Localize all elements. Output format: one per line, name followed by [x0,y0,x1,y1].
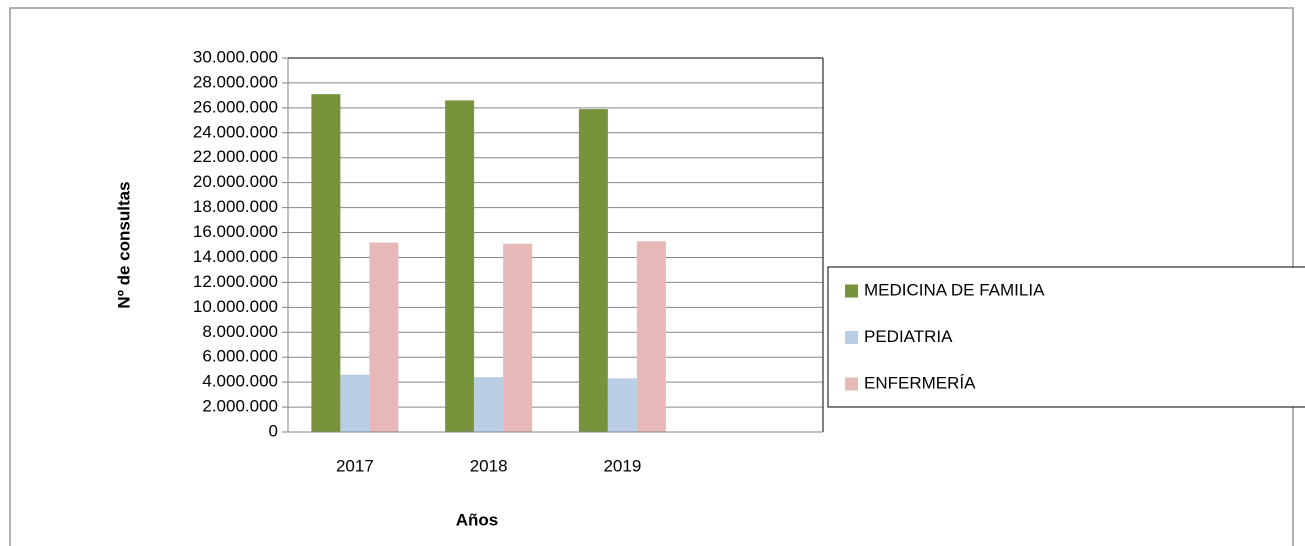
y-tick-label: 22.000.000 [193,147,278,166]
legend-label: MEDICINA DE FAMILIA [864,280,1045,299]
bar [503,243,533,432]
x-tick-label: 2019 [603,456,641,475]
bar [636,241,666,432]
bar [578,109,608,432]
y-tick-label: 20.000.000 [193,172,278,191]
legend-box [827,266,1305,408]
bar [311,94,341,433]
bar [445,100,475,433]
y-tick-label: 10.000.000 [193,297,278,316]
legend-swatch [845,331,858,344]
bar [607,378,637,432]
y-axis-label: Nº de consultas [114,181,133,308]
legend-label: PEDIATRIA [864,327,953,346]
x-tick-label: 2018 [470,456,508,475]
legend-label: ENFERMERÍA [864,373,976,392]
bar [340,374,370,432]
y-tick-label: 30.000.000 [193,47,278,66]
x-tick-label: 2017 [336,456,374,475]
bar [474,377,504,432]
legend-swatch [845,284,858,298]
y-tick-label: 2.000.000 [202,397,278,416]
bar [369,242,399,432]
y-tick-label: 8.000.000 [202,322,278,341]
y-tick-label: 16.000.000 [193,222,278,241]
legend-swatch [845,377,858,391]
y-tick-label: 26.000.000 [193,97,278,116]
y-tick-label: 4.000.000 [202,372,278,391]
y-tick-label: 14.000.000 [193,247,278,266]
y-tick-label: 6.000.000 [202,347,278,366]
y-tick-label: 12.000.000 [193,272,278,291]
y-tick-label: 24.000.000 [193,122,278,141]
y-tick-label: 18.000.000 [193,197,278,216]
y-tick-label: 28.000.000 [193,72,278,91]
y-tick-label: 0 [269,421,278,440]
x-axis-label: Años [456,510,499,529]
